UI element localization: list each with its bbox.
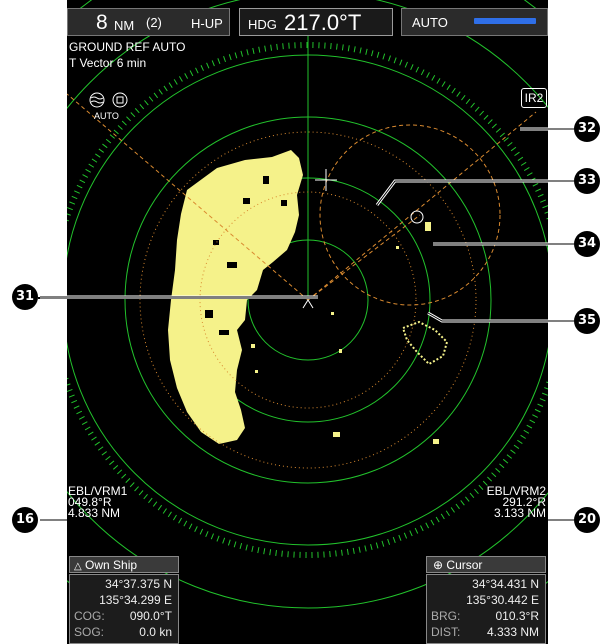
offset-vrm-ring — [319, 124, 501, 306]
vrm2-ring — [199, 191, 417, 409]
radar-targets — [331, 222, 449, 444]
range-ring-5 — [67, 0, 548, 609]
own-ship-triangle-icon — [302, 299, 314, 309]
vrm1-distance: 4.833 NM — [68, 506, 121, 520]
callout-31: 31 — [12, 284, 38, 310]
sea-clutter-icon — [89, 92, 128, 108]
ebl1-title: EBL/VRM1 — [68, 484, 128, 498]
ebl2-bearing: 291.2°R — [502, 495, 547, 509]
target — [331, 312, 334, 315]
own-ship-triangle-icon: △ — [74, 561, 82, 572]
ebl1-line — [67, 93, 309, 301]
own-ship-panel: 34°37.375 N 135°34.299 E COG: 090.0°T SO… — [69, 574, 179, 644]
own-ship-lat: 34°37.375 N — [105, 577, 172, 591]
callout-35: 35 — [574, 308, 600, 334]
cursor-line — [307, 214, 421, 301]
target-marker — [410, 210, 424, 224]
range-box[interactable]: 8 NM (2) H-UP — [67, 8, 230, 36]
cursor-lat: 34°34.431 N — [472, 577, 539, 591]
target — [433, 439, 439, 444]
vector-status: T Vector 6 min — [69, 56, 147, 70]
dist-value: 4.333 NM — [486, 625, 539, 639]
sea-mode-label: AUTO — [94, 111, 119, 121]
ebl-lines — [67, 93, 537, 301]
ebl2-line — [307, 111, 537, 301]
own-ship-title: Own Ship — [85, 558, 138, 572]
sog-value: 0.0 kn — [139, 625, 172, 639]
gain-mode-label: AUTO — [412, 15, 448, 30]
cursor-target-icon: ⊕ — [433, 558, 444, 572]
ebl1-bearing: 049.8°R — [68, 495, 112, 509]
ir-indicator: IR2 — [521, 88, 547, 108]
target — [339, 349, 342, 353]
target — [396, 246, 399, 249]
brg-label: BRG: — [431, 609, 461, 623]
callout-32: 32 — [574, 116, 600, 142]
brg-value: 010.3°R — [495, 609, 540, 623]
gain-box[interactable]: AUTO — [401, 8, 548, 36]
target — [425, 222, 431, 231]
vrm2-distance: 3.133 NM — [493, 506, 546, 520]
range-unit: NM — [114, 18, 135, 33]
own-ship-lon: 135°34.299 E — [99, 593, 172, 607]
ebl-vrm2-readout: EBL/VRM2 291.2°R 3.133 NM — [486, 484, 547, 520]
sog-label: SOG: — [74, 625, 105, 639]
heading-value: 217.0°T — [284, 10, 362, 35]
cursor-lon: 135°30.442 E — [466, 593, 539, 607]
ebl-vrm1-readout: EBL/VRM1 049.8°R 4.833 NM — [68, 484, 128, 520]
range-ring-count: (2) — [146, 15, 162, 30]
gain-level-bar[interactable] — [474, 18, 536, 24]
orientation-mode[interactable]: H-UP — [191, 16, 223, 31]
callout-16: 16 — [12, 507, 38, 533]
cog-value: 090.0°T — [129, 609, 172, 623]
callout-20: 20 — [574, 507, 600, 533]
ground-ref-status: GROUND REF AUTO — [69, 40, 186, 54]
ebl2-title: EBL/VRM2 — [486, 484, 546, 498]
dist-label: DIST: — [431, 625, 461, 639]
vrm1-ring — [139, 131, 477, 469]
cursor-title: Cursor — [446, 558, 483, 572]
callout-34: 34 — [574, 231, 600, 257]
cursor-crosshair-icon — [315, 169, 337, 191]
cog-label: COG: — [74, 609, 105, 623]
callout-33: 33 — [574, 168, 600, 194]
cursor-header[interactable]: ⊕ Cursor — [426, 556, 546, 573]
target — [333, 432, 340, 437]
heading-box: HDG 217.0°T — [239, 8, 393, 36]
own-ship-header[interactable]: △ Own Ship — [69, 556, 179, 573]
cursor-panel: 34°34.431 N 135°30.442 E BRG: 010.3°R DI… — [426, 574, 546, 644]
range-value: 8 — [96, 11, 108, 34]
heading-label: HDG — [248, 17, 277, 32]
